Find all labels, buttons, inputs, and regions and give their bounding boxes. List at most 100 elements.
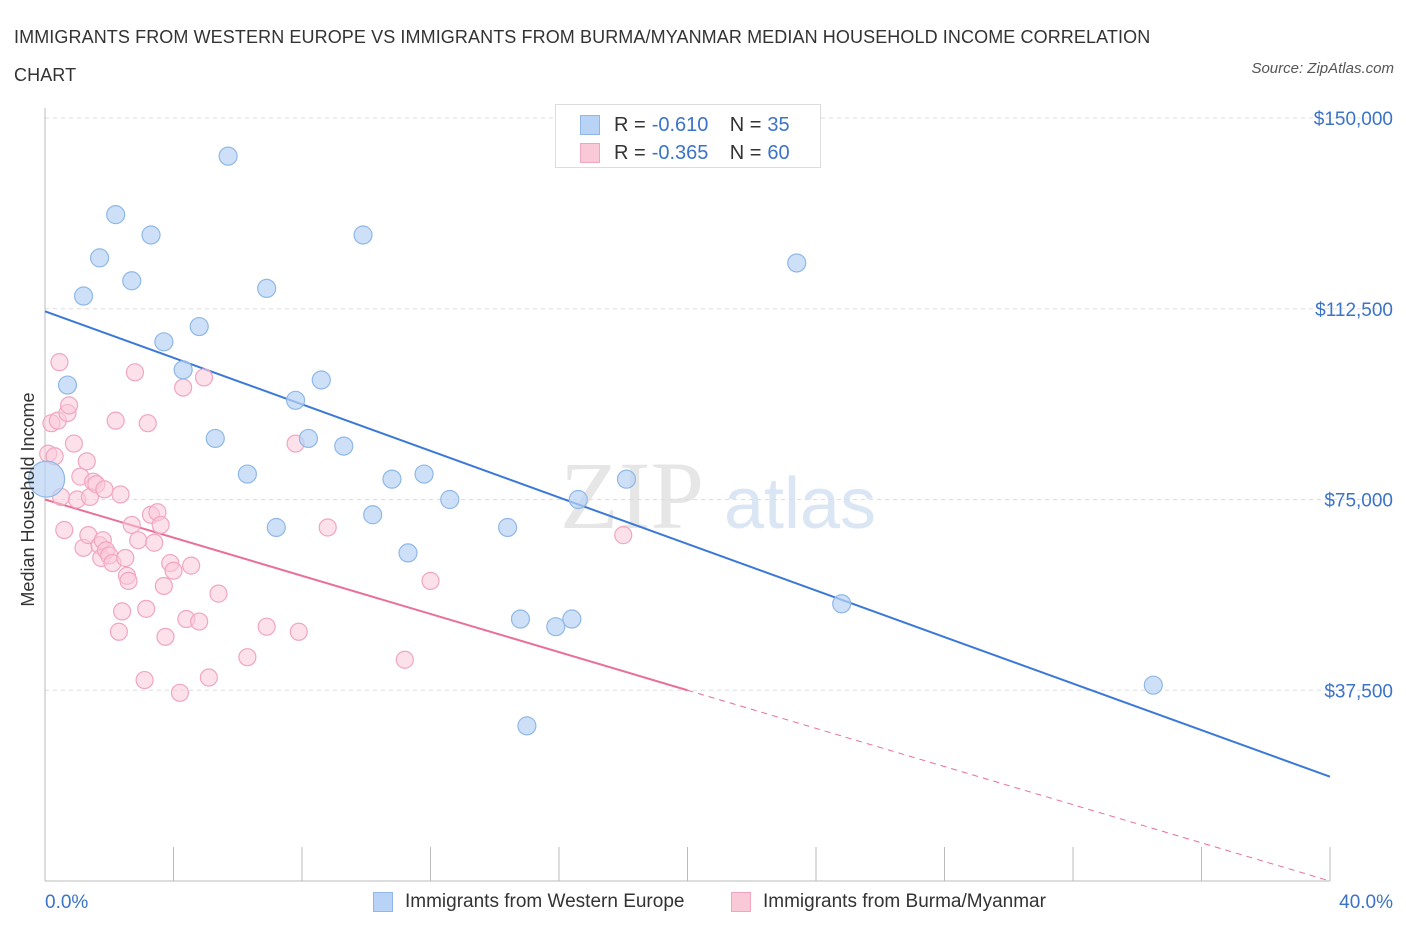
data-point-burma-myanmar bbox=[95, 480, 114, 499]
data-point-western-europe bbox=[205, 428, 225, 449]
data-point-burma-myanmar bbox=[289, 622, 308, 641]
data-point-western-europe bbox=[73, 286, 94, 306]
data-point-western-europe bbox=[334, 436, 354, 456]
data-point-western-europe bbox=[28, 460, 66, 498]
data-point-western-europe bbox=[517, 716, 537, 736]
legend-swatch-series1 bbox=[580, 115, 600, 135]
data-point-burma-myanmar bbox=[116, 548, 135, 568]
bottom-legend-swatch-series2 bbox=[731, 892, 751, 912]
data-point-burma-myanmar bbox=[164, 561, 183, 580]
bottom-legend-label-series2: Immigrants from Burma/Myanmar bbox=[763, 891, 1046, 912]
data-point-burma-myanmar bbox=[122, 515, 141, 535]
data-point-western-europe bbox=[189, 316, 209, 337]
data-point-burma-myanmar bbox=[137, 599, 156, 618]
data-point-western-europe bbox=[1143, 675, 1163, 695]
bottom-legend-swatch-series1 bbox=[373, 892, 393, 912]
data-point-western-europe bbox=[237, 464, 257, 484]
y-axis-label: Median Household Income bbox=[18, 392, 38, 606]
data-point-western-europe bbox=[616, 469, 637, 489]
data-point-burma-myanmar bbox=[138, 414, 157, 433]
data-point-burma-myanmar bbox=[55, 520, 74, 540]
data-point-western-europe bbox=[90, 248, 110, 268]
data-point-burma-myanmar bbox=[190, 612, 209, 631]
data-point-western-europe bbox=[832, 594, 852, 614]
data-point-burma-myanmar bbox=[182, 556, 201, 575]
bottom-legend-series2: Immigrants from Burma/Myanmar bbox=[731, 890, 1046, 914]
data-point-western-europe bbox=[353, 225, 373, 245]
bottom-legend-series1: Immigrants from Western Europe bbox=[373, 890, 684, 914]
data-point-western-europe bbox=[218, 146, 238, 166]
x-tick-label: 0.0% bbox=[45, 892, 88, 913]
data-point-western-europe bbox=[141, 225, 161, 245]
data-point-burma-myanmar bbox=[77, 452, 96, 471]
data-point-burma-myanmar bbox=[109, 622, 128, 641]
data-point-burma-myanmar bbox=[151, 515, 170, 535]
data-point-western-europe bbox=[257, 278, 277, 299]
data-point-western-europe bbox=[311, 370, 331, 390]
data-point-western-europe bbox=[106, 205, 126, 225]
data-point-burma-myanmar bbox=[209, 584, 228, 603]
data-point-western-europe bbox=[173, 360, 193, 380]
data-point-western-europe bbox=[398, 543, 418, 563]
data-point-burma-myanmar bbox=[50, 353, 69, 372]
data-point-western-europe bbox=[363, 505, 383, 525]
data-point-burma-myanmar bbox=[421, 571, 440, 590]
data-point-western-europe bbox=[568, 489, 588, 510]
x-tick-label: 40.0% bbox=[1339, 892, 1393, 913]
data-point-burma-myanmar bbox=[238, 648, 257, 667]
legend-row-series2: R = -0.365 N = 60 bbox=[580, 139, 790, 167]
data-point-western-europe bbox=[546, 617, 566, 637]
data-point-burma-myanmar bbox=[106, 411, 125, 430]
data-point-burma-myanmar bbox=[154, 576, 173, 596]
data-point-burma-myanmar bbox=[174, 378, 193, 397]
data-point-burma-myanmar bbox=[111, 485, 130, 504]
data-point-burma-myanmar bbox=[145, 533, 164, 552]
data-point-burma-myanmar bbox=[129, 531, 148, 550]
data-point-burma-myanmar bbox=[135, 670, 154, 690]
data-point-burma-myanmar bbox=[318, 518, 337, 537]
data-point-western-europe bbox=[285, 390, 306, 410]
data-point-western-europe bbox=[57, 375, 78, 395]
data-point-western-europe bbox=[787, 253, 807, 273]
y-tick-label: $112,500 bbox=[1315, 300, 1393, 321]
data-point-burma-myanmar bbox=[614, 526, 633, 545]
data-point-burma-myanmar bbox=[395, 650, 414, 669]
legend-swatch-series2 bbox=[580, 143, 600, 163]
trend-line-western-europe bbox=[44, 310, 1331, 778]
legend-r-label: R = bbox=[614, 141, 646, 164]
legend-n-value-series1: 35 bbox=[767, 113, 790, 136]
chart-source: Source: ZipAtlas.com bbox=[1251, 60, 1394, 77]
data-point-western-europe bbox=[298, 428, 319, 449]
data-point-burma-myanmar bbox=[112, 602, 132, 621]
y-tick-label: $75,000 bbox=[1324, 491, 1393, 512]
legend-r-value-series1: -0.610 bbox=[651, 113, 709, 136]
data-point-western-europe bbox=[122, 271, 142, 291]
legend-n-label: N = bbox=[729, 141, 762, 164]
y-tick-label: $150,000 bbox=[1314, 109, 1393, 130]
data-point-burma-myanmar bbox=[64, 434, 84, 453]
legend-r-label: R = bbox=[614, 113, 646, 136]
data-point-burma-myanmar bbox=[125, 363, 145, 382]
data-point-western-europe bbox=[154, 332, 174, 352]
data-point-burma-myanmar bbox=[119, 571, 138, 590]
data-point-burma-myanmar bbox=[194, 368, 214, 387]
data-point-western-europe bbox=[510, 609, 531, 629]
data-point-burma-myanmar bbox=[257, 617, 276, 636]
bottom-legend-label-series1: Immigrants from Western Europe bbox=[405, 891, 685, 912]
data-point-burma-myanmar bbox=[59, 396, 79, 415]
legend-r-value-series2: -0.365 bbox=[651, 141, 709, 164]
data-point-western-europe bbox=[266, 517, 286, 538]
data-point-western-europe bbox=[414, 464, 434, 484]
trend-line-burma-myanmar bbox=[44, 498, 688, 692]
data-point-western-europe bbox=[382, 469, 402, 489]
correlation-legend: R = -0.610 N = 35 R = -0.365 N = 60 bbox=[555, 104, 821, 168]
legend-n-label: N = bbox=[729, 113, 762, 136]
legend-row-series1: R = -0.610 N = 35 bbox=[580, 111, 790, 139]
data-point-burma-myanmar bbox=[170, 683, 190, 702]
watermark-atlas: atlas bbox=[724, 464, 876, 544]
data-point-western-europe bbox=[498, 517, 518, 538]
data-point-burma-myanmar bbox=[199, 668, 218, 687]
legend-n-value-series2: 60 bbox=[767, 141, 790, 164]
data-point-western-europe bbox=[562, 609, 582, 629]
